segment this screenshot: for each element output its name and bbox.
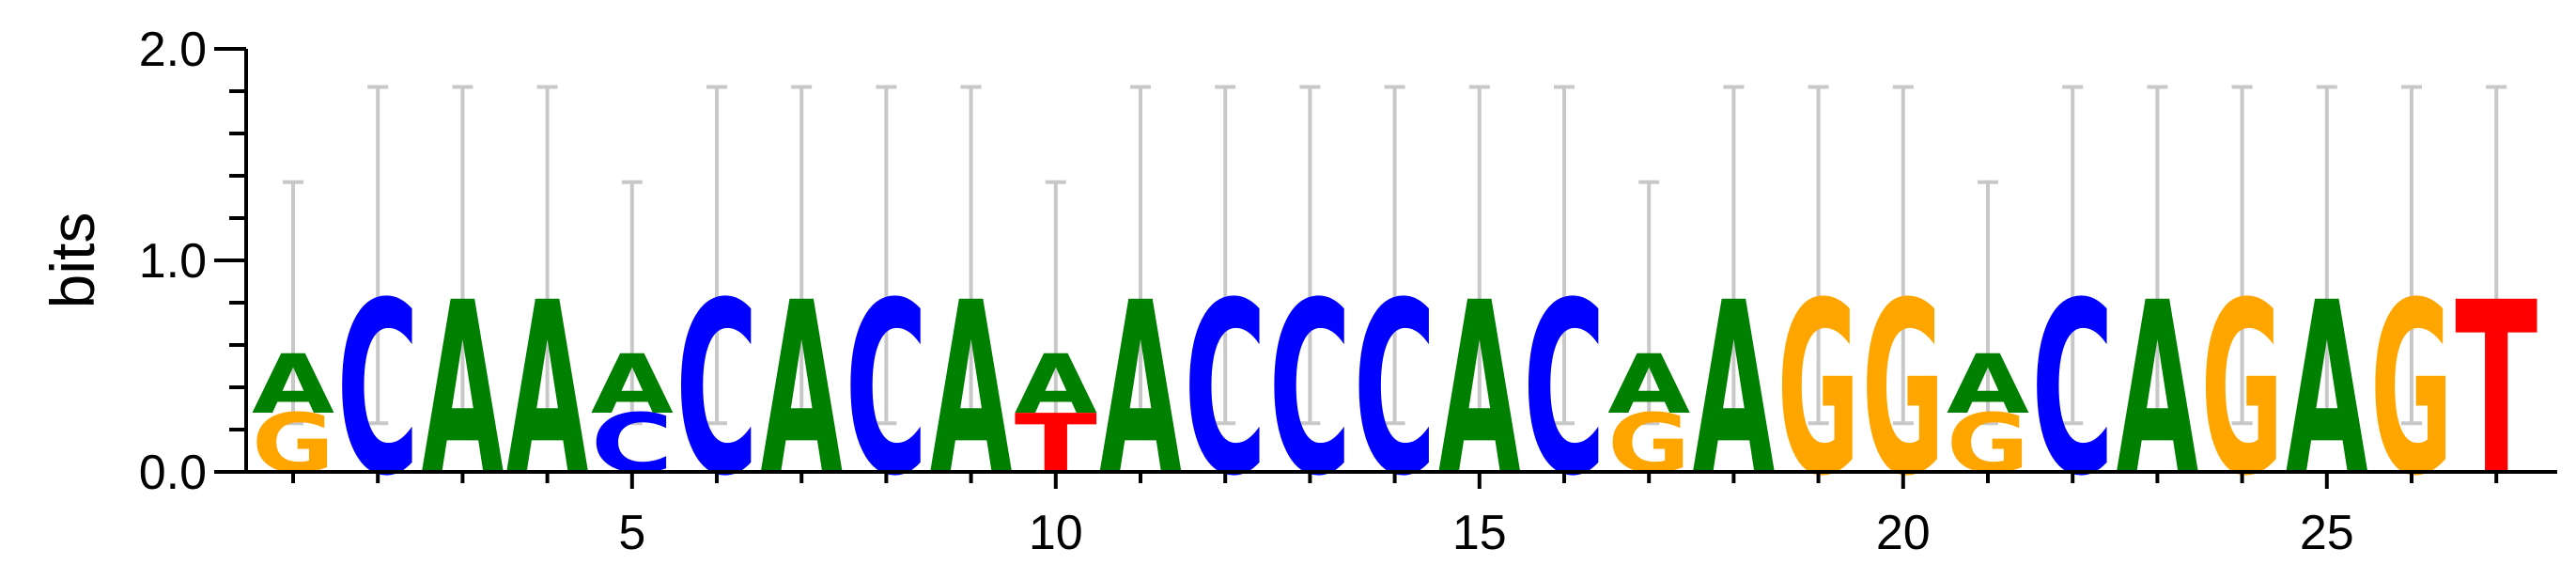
- logo-letter-a: A: [760, 253, 843, 529]
- error-bar: [706, 85, 727, 426]
- error-bar: [1554, 85, 1575, 426]
- x-tick-label: 15: [1452, 506, 1507, 560]
- error-bar: [2062, 85, 2084, 426]
- error-bar: [791, 85, 813, 426]
- y-tick-label: 0.0: [139, 446, 207, 500]
- error-bar: [536, 85, 558, 426]
- logo-letter-a: A: [2116, 253, 2198, 529]
- logo-letter-t: T: [2455, 253, 2537, 528]
- y-tick-label: 1.0: [139, 234, 207, 289]
- error-bar: [960, 85, 982, 426]
- error-bar: [1384, 85, 1405, 426]
- logo-letter-c: C: [845, 251, 927, 528]
- logo-letter-g: G: [2201, 252, 2284, 528]
- letters-layer: GA C A A CA C A C A TA A C C C A C GA A G G GA C A G A G T: [252, 251, 2537, 529]
- error-bar: [2231, 85, 2253, 426]
- x-tick-label: 20: [1876, 506, 1931, 560]
- error-bar: [1638, 180, 1660, 426]
- error-bar: [367, 85, 389, 426]
- logo-letter-a: A: [252, 337, 334, 432]
- logo-letter-a: A: [1015, 337, 1097, 432]
- error-bar: [1723, 85, 1745, 426]
- logo-letter-a: A: [1099, 253, 1182, 529]
- error-bar: [283, 180, 303, 426]
- logo-letter-a: A: [1947, 337, 2029, 432]
- x-tick-label: 25: [2300, 506, 2354, 560]
- logo-letter-c: C: [1184, 251, 1266, 528]
- logo-letter-c: C: [675, 251, 758, 528]
- error-bar: [2486, 85, 2507, 426]
- logo-letter-c: C: [2031, 251, 2114, 528]
- error-bar: [2147, 85, 2168, 426]
- logo-letter-g: G: [1777, 252, 1860, 528]
- error-bar: [1978, 180, 1998, 426]
- logo-letter-a: A: [1692, 253, 1775, 529]
- x-tick-label: 5: [618, 506, 645, 560]
- x-tick-label: 10: [1029, 506, 1083, 560]
- logo-letter-c: C: [336, 251, 419, 528]
- logo-letter-c: C: [1354, 251, 1436, 528]
- axes-layer: 0.0 1.0 2.0 5 10 15 20 25 bits: [38, 23, 2557, 560]
- logo-letter-a: A: [1607, 337, 1690, 432]
- error-bar: [2316, 85, 2337, 426]
- error-bar: [621, 180, 643, 426]
- error-bar: [2401, 85, 2422, 426]
- logo-letter-g: G: [2370, 252, 2453, 528]
- logo-letter-a: A: [591, 337, 674, 432]
- error-bar: [452, 85, 473, 426]
- error-bar: [876, 85, 897, 426]
- error-bar: [1045, 180, 1066, 426]
- logo-letter-a: A: [506, 253, 589, 529]
- error-bars-layer: [283, 85, 2507, 426]
- error-bar: [1808, 85, 1829, 426]
- logo-letter-a: A: [930, 253, 1013, 529]
- error-bar: [1299, 85, 1321, 426]
- y-tick-label: 2.0: [139, 23, 207, 77]
- logo-letter-a: A: [421, 253, 504, 529]
- error-bar: [1468, 85, 1490, 426]
- logo-letter-c: C: [1523, 251, 1606, 528]
- y-axis-label: bits: [38, 212, 107, 309]
- logo-letter-c: C: [1268, 251, 1351, 528]
- error-bar: [1215, 85, 1236, 426]
- error-bar: [1892, 85, 1914, 426]
- error-bar: [1130, 85, 1151, 426]
